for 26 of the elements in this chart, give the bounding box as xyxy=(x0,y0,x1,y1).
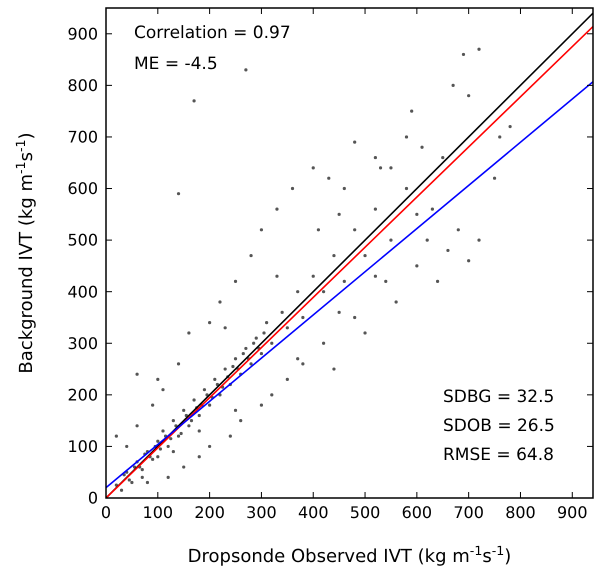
y-tick-label: 900 xyxy=(67,24,98,44)
y-tick-label: 200 xyxy=(67,385,98,404)
y-tick-label: 800 xyxy=(67,76,98,95)
x-tick-label: 600 xyxy=(402,503,432,522)
x-tick-label: 800 xyxy=(505,503,536,522)
x-tick-label: 100 xyxy=(142,503,174,522)
x-tick-label: 300 xyxy=(246,503,277,522)
x-tick-label: 200 xyxy=(194,503,225,522)
y-tick-label: 700 xyxy=(67,128,98,147)
y-tick-label: 100 xyxy=(67,437,98,456)
annotation: ME = -4.5 xyxy=(134,54,218,74)
x-tick-label: 700 xyxy=(453,503,484,522)
annotation: SDBG = 32.5 xyxy=(443,387,554,407)
y-tick-label: 600 xyxy=(67,179,98,198)
y-tick-label: 300 xyxy=(67,334,98,353)
x-tick-label: 400 xyxy=(298,503,329,522)
x-tick-label: 900 xyxy=(557,503,588,522)
y-tick-label: 400 xyxy=(67,282,98,302)
annotation: RMSE = 64.8 xyxy=(443,445,554,465)
annotation: SDOB = 26.5 xyxy=(443,416,555,436)
y-tick-label: 0 xyxy=(88,488,98,508)
x-tick-label: 500 xyxy=(350,503,380,522)
annotation: Correlation = 0.97 xyxy=(134,23,291,43)
x-axis-title: Dropsonde Observed IVT (kg m$^{-1}$s$^{-1}$) xyxy=(188,542,512,567)
y-tick-label: 500 xyxy=(67,230,98,250)
x-tick-label: 0 xyxy=(100,503,112,522)
